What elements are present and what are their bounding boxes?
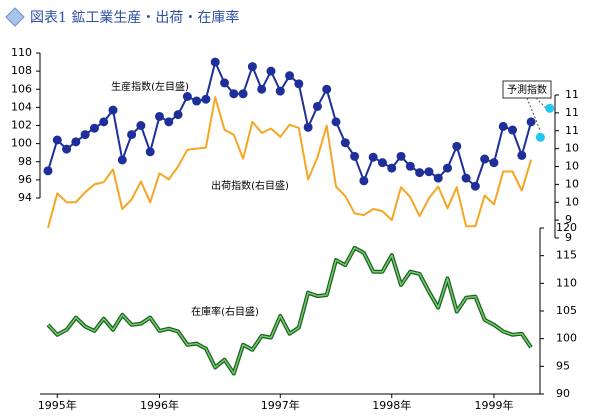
point xyxy=(62,144,72,154)
y-tick-label: 102 xyxy=(11,119,32,132)
point xyxy=(508,125,518,135)
y3-tick-label: 105 xyxy=(556,304,577,317)
y3-tick-label: 100 xyxy=(556,332,577,345)
y-tick-label: 98 xyxy=(18,155,32,168)
point xyxy=(461,173,471,183)
y-tick-label: 108 xyxy=(11,64,32,77)
y-tick-label: 110 xyxy=(11,46,32,59)
point xyxy=(266,66,276,76)
point xyxy=(415,168,425,178)
y2-tick-label: 9 xyxy=(565,213,572,226)
series-line xyxy=(47,247,532,375)
point xyxy=(99,117,109,127)
y2-tick-label: 11 xyxy=(565,124,579,137)
series-line xyxy=(47,96,533,229)
y-tick-label: 100 xyxy=(11,137,32,150)
point xyxy=(387,163,397,173)
point xyxy=(517,150,527,160)
point xyxy=(359,176,369,186)
point xyxy=(89,123,99,133)
point xyxy=(173,110,183,120)
point xyxy=(192,96,202,106)
y2-tick-label: 11 xyxy=(565,88,579,101)
point xyxy=(526,117,536,127)
point xyxy=(136,121,146,130)
y2-tick-label: 10 xyxy=(565,177,579,190)
point xyxy=(312,101,322,111)
point xyxy=(294,79,304,89)
y2-tick-label: 10 xyxy=(565,142,579,155)
series-line-shadow xyxy=(46,245,533,376)
point xyxy=(108,105,118,115)
point xyxy=(257,84,267,94)
series-label: 予測指数 xyxy=(507,83,547,96)
x-tick-label: 1998年 xyxy=(372,398,411,412)
point xyxy=(340,138,350,148)
point xyxy=(275,86,285,96)
point xyxy=(545,103,555,113)
point xyxy=(443,163,452,173)
point xyxy=(535,132,545,142)
series-label: 出荷指数(右目盛) xyxy=(211,179,289,192)
point xyxy=(164,117,174,127)
y3-tick-label: 110 xyxy=(556,276,577,289)
y3-tick-label: 90 xyxy=(556,387,570,400)
point xyxy=(377,158,387,168)
y3-tick-label: 120 xyxy=(556,221,577,234)
point xyxy=(182,92,192,101)
point xyxy=(220,78,230,88)
y2-tick-label: 10 xyxy=(565,160,579,173)
y-tick-label: 96 xyxy=(18,173,32,186)
point xyxy=(368,152,378,162)
point xyxy=(201,94,211,104)
point xyxy=(43,166,53,176)
title-icon xyxy=(5,7,25,27)
point xyxy=(350,151,360,161)
point xyxy=(470,181,480,191)
point xyxy=(229,89,239,99)
series-label: 生産指数(左目盛) xyxy=(111,80,189,93)
y-tick-label: 104 xyxy=(11,100,32,113)
point xyxy=(489,158,499,168)
y3-tick-label: 115 xyxy=(556,249,577,262)
point xyxy=(52,135,62,145)
point xyxy=(303,122,313,132)
x-tick-label: 1995年 xyxy=(38,398,77,412)
point xyxy=(127,130,137,140)
y2-tick-label: 10 xyxy=(565,195,579,208)
point xyxy=(238,89,248,99)
point xyxy=(210,57,220,67)
point xyxy=(424,167,434,177)
x-tick-label: 1999年 xyxy=(474,398,513,412)
point xyxy=(498,121,508,131)
point xyxy=(285,71,295,81)
y2-tick-label: 11 xyxy=(565,106,579,119)
series-label: 在庫率(右目盛) xyxy=(191,305,259,318)
x-tick-label: 1996年 xyxy=(140,398,179,412)
point xyxy=(145,147,155,157)
y-tick-label: 94 xyxy=(18,191,32,204)
x-tick-label: 1997年 xyxy=(261,398,300,412)
point xyxy=(452,141,462,151)
point xyxy=(331,117,341,127)
y3-tick-label: 95 xyxy=(556,359,570,372)
point xyxy=(80,130,90,140)
chart-title: 図表1 鉱工業生産・出荷・在庫率 xyxy=(30,9,239,26)
point xyxy=(71,137,81,147)
forecast-arrow xyxy=(535,97,549,111)
y2-tick-label: 9 xyxy=(565,231,572,244)
point xyxy=(396,151,406,161)
point xyxy=(154,111,164,121)
point xyxy=(117,155,127,165)
point xyxy=(322,84,332,94)
point xyxy=(405,161,415,171)
point xyxy=(480,154,490,164)
y-tick-label: 106 xyxy=(11,82,32,95)
forecast-arrow xyxy=(526,97,541,131)
point xyxy=(247,62,257,72)
point xyxy=(433,173,443,183)
